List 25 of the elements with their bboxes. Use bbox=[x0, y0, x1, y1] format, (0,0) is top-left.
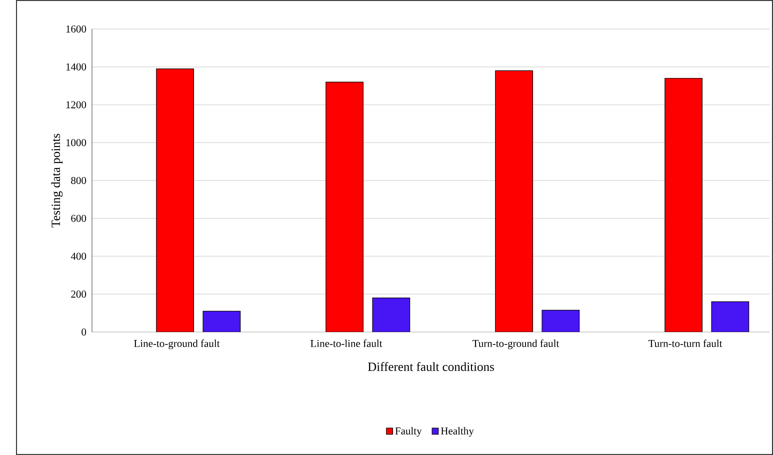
bar bbox=[542, 310, 580, 332]
bar bbox=[202, 310, 241, 332]
bar bbox=[495, 70, 534, 332]
y-tick-label: 1200 bbox=[66, 101, 86, 108]
y-tick-label: 1600 bbox=[66, 25, 86, 33]
y-tick-label: 600 bbox=[71, 214, 86, 222]
bar bbox=[664, 78, 703, 332]
legend-label: Faulty bbox=[395, 427, 422, 437]
y-tick-label: 0 bbox=[82, 328, 86, 336]
bar bbox=[372, 298, 410, 332]
y-tick-label: 400 bbox=[70, 252, 86, 260]
legend-label: Healthy bbox=[440, 427, 474, 437]
y-axis-title: Testing data points bbox=[51, 134, 63, 228]
x-tick-label: Line-to-line fault bbox=[310, 340, 382, 348]
y-tick-label: 1400 bbox=[66, 63, 86, 70]
x-axis-title: Different fault conditions bbox=[368, 362, 494, 371]
y-tick-label: 1000 bbox=[66, 139, 86, 146]
y-tick-label: 800 bbox=[71, 176, 86, 184]
bar bbox=[156, 68, 194, 332]
bar bbox=[711, 301, 750, 332]
x-tick-label: Turn-to-turn fault bbox=[648, 340, 722, 348]
y-tick-label: 200 bbox=[71, 290, 86, 298]
x-tick-label: Line-to-ground fault bbox=[134, 340, 220, 350]
x-tick-label: Turn-to-ground fault bbox=[472, 340, 560, 350]
bar bbox=[326, 82, 364, 332]
